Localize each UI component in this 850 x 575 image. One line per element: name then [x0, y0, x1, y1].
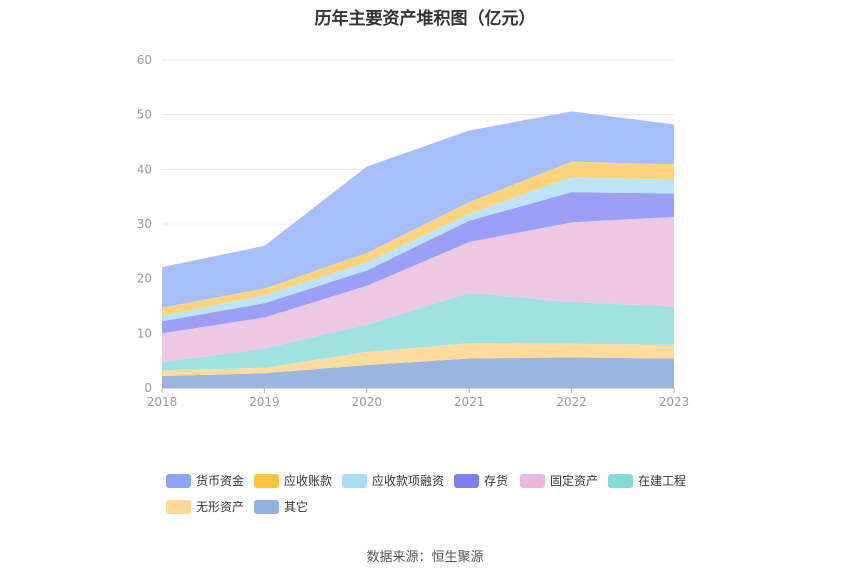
legend-item[interactable]: 无形资产	[166, 498, 244, 515]
legend-swatch	[454, 473, 479, 488]
legend-label: 无形资产	[196, 500, 245, 514]
legend-item[interactable]: 在建工程	[608, 472, 686, 489]
x-tick-label: 2019	[249, 395, 280, 409]
legend-label: 其它	[284, 500, 309, 514]
legend-swatch	[254, 473, 279, 488]
legend-swatch	[342, 473, 367, 488]
area-应收款项融资	[162, 176, 674, 322]
axes: 0 10 20 30 40 50 60 2018 2019 2020 2021 2022 2023	[137, 53, 690, 409]
x-tick-label: 2021	[454, 395, 485, 409]
area-固定资产	[162, 216, 674, 363]
legend-item[interactable]: 固定资产	[520, 472, 598, 489]
chart-title: 历年主要资产堆积图（亿元）	[314, 9, 536, 29]
data-source: 数据来源：恒生聚源	[366, 550, 484, 565]
y-tick-label: 10	[137, 326, 152, 340]
area-在建工程	[162, 292, 674, 371]
legend-label: 应收账款	[284, 474, 333, 488]
legend-swatch	[608, 473, 633, 488]
area-存货	[162, 192, 674, 334]
y-tick-label: 30	[137, 217, 152, 231]
area-应收账款	[162, 161, 674, 316]
area-其它	[162, 357, 674, 388]
x-tick-label: 2022	[556, 395, 587, 409]
y-tick-label: 60	[137, 53, 152, 67]
legend-label: 存货	[484, 474, 509, 488]
x-tick-label: 2020	[352, 395, 383, 409]
y-tick-label: 20	[137, 272, 152, 286]
y-tick-label: 50	[137, 108, 152, 122]
legend-label: 在建工程	[638, 474, 687, 488]
legend-item[interactable]: 其它	[254, 498, 308, 515]
x-tick-label: 2023	[659, 395, 690, 409]
legend-item[interactable]: 货币资金	[166, 472, 244, 489]
y-tick-label: 40	[137, 162, 152, 176]
legend-label: 应收款项融资	[372, 474, 445, 488]
legend-swatch	[166, 499, 191, 514]
legend-swatch	[254, 499, 279, 514]
y-tick-label: 0	[144, 381, 152, 395]
area-无形资产	[162, 343, 674, 376]
legend-item[interactable]: 存货	[454, 472, 508, 489]
legend-item[interactable]: 应收账款	[254, 472, 332, 489]
x-tick-label: 2018	[147, 395, 178, 409]
area-series	[162, 111, 674, 388]
legend-label: 货币资金	[196, 474, 245, 488]
stacked-area-chart: 0 10 20 30 40 50 60 2018 2019 2020 2021 2022 2023	[137, 53, 690, 409]
legend-swatch	[166, 473, 191, 488]
legend-swatch	[520, 473, 545, 488]
area-货币资金	[162, 111, 674, 308]
legend-item[interactable]: 应收款项融资	[342, 472, 444, 489]
legend-label: 固定资产	[550, 474, 599, 488]
